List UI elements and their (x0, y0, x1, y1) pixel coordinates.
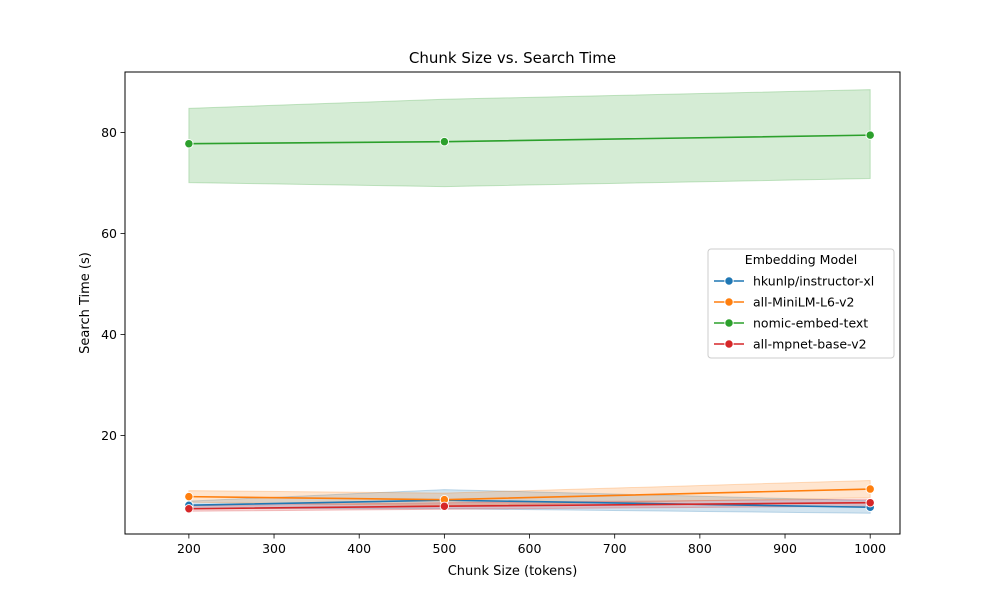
series-markers (184, 130, 875, 514)
x-tick-label: 200 (177, 541, 201, 556)
y-tick-label: 20 (101, 428, 117, 443)
data-point-all-mpnet-base-v2 (184, 504, 194, 514)
data-point-nomic-embed-text (865, 130, 875, 140)
y-tick-label: 40 (101, 327, 117, 342)
y-tick-label: 80 (101, 125, 117, 140)
legend-title: Embedding Model (745, 252, 857, 267)
x-axis: 200 300 400 500 600 700 800 900 1000 (177, 534, 886, 556)
data-point-all-mpnet-base-v2 (439, 501, 450, 511)
legend-marker-hkunlp-instructor-xl (724, 276, 734, 286)
legend-marker-nomic-embed-text (724, 318, 734, 328)
chart-title: Chunk Size vs. Search Time (409, 49, 616, 67)
x-tick-label: 900 (773, 541, 797, 556)
x-tick-label: 800 (688, 541, 712, 556)
legend-box (707, 248, 895, 359)
x-tick-label: 500 (432, 541, 456, 556)
x-axis-title: Chunk Size (tokens) (448, 564, 578, 579)
plot-area (124, 71, 901, 535)
x-tick-label: 600 (518, 541, 542, 556)
y-tick-label: 60 (101, 226, 117, 241)
data-point-nomic-embed-text (184, 139, 194, 149)
x-tick-label: 300 (262, 541, 286, 556)
legend-label-all-mpnet-base-v2: all-mpnet-base-v2 (753, 337, 867, 352)
ci-band-nomic-embed-text (188, 89, 871, 188)
legend-label-hkunlp-instructor-xl: hkunlp/instructor-xl (753, 274, 874, 289)
legend-marker-all-mpnet-base-v2 (724, 339, 734, 349)
x-tick-label: 400 (347, 541, 371, 556)
data-point-all-mpnet-base-v2 (865, 498, 875, 508)
legend-label-nomic-embed-text: nomic-embed-text (753, 316, 868, 331)
data-point-nomic-embed-text (439, 137, 450, 147)
legend-label-all-minilm-l6-v2: all-MiniLM-L6-v2 (753, 295, 854, 310)
y-axis-title: Search Time (s) (78, 252, 93, 354)
legend-marker-all-minilm-l6-v2 (724, 297, 734, 307)
x-tick-label: 1000 (854, 541, 886, 556)
legend: Embedding Model hkunlp/instructor-xl all-… (707, 248, 895, 359)
data-point-all-minilm-l6-v2 (184, 491, 194, 502)
x-tick-label: 700 (603, 541, 627, 556)
data-point-all-minilm-l6-v2 (865, 484, 875, 494)
y-axis: 20 40 60 80 (101, 125, 125, 443)
